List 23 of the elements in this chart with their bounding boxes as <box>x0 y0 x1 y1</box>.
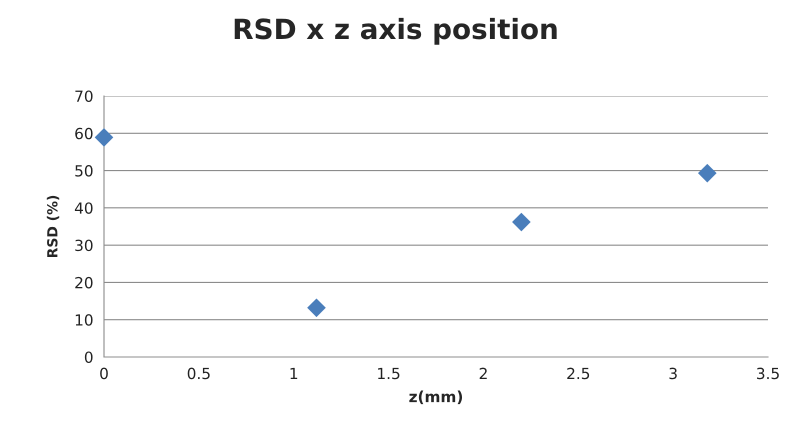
point <box>94 128 114 147</box>
y-tick-label: 20 <box>75 276 93 288</box>
x-tick-label: 3 <box>669 368 677 380</box>
point <box>512 212 531 232</box>
x-tick-label: 0 <box>100 368 108 380</box>
y-tick-label: 0 <box>84 351 93 364</box>
x-tick-label: 1.5 <box>378 368 400 380</box>
x-tick-label: 2.5 <box>567 368 590 380</box>
x-tick-label: 0.5 <box>188 368 210 380</box>
y-tick-label: 50 <box>75 165 93 177</box>
y-tick-label: 30 <box>75 240 93 252</box>
point <box>698 164 717 182</box>
y-tick-label: 40 <box>74 202 93 214</box>
y-tick-label: 60 <box>75 128 93 140</box>
y-axis-title: RSD (%) <box>46 196 60 258</box>
chart-title: RSD x z axis position <box>234 18 557 45</box>
y-tick-label: 10 <box>76 314 93 326</box>
point <box>307 298 326 318</box>
y-tick-label: 70 <box>75 90 93 102</box>
x-tick-label: 1 <box>290 368 298 380</box>
x-tick-label: 2 <box>480 368 487 380</box>
x-axis-title: z(mm) <box>409 390 462 404</box>
x-tick-label: 3.5 <box>757 368 779 380</box>
